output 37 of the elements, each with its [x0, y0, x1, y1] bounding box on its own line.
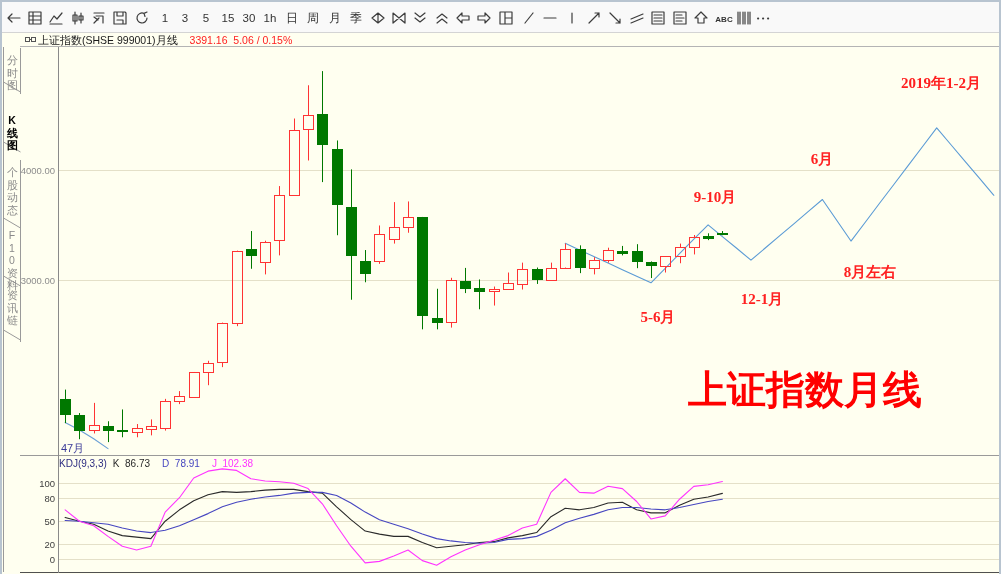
y-tick-label: 20 [44, 539, 55, 550]
text: 个股动态 [5, 166, 18, 216]
text: 30 [242, 12, 256, 24]
text: K线图 [5, 114, 18, 151]
text: 15 [221, 12, 235, 24]
text: ABC [715, 15, 733, 24]
text: 分时图 [6, 54, 18, 91]
annotation: 5-6月 [640, 309, 676, 325]
annotation: 9-10月 [693, 189, 737, 205]
text: 日 [286, 12, 298, 24]
text: 资讯链 [5, 289, 18, 326]
annotation: 8月左右 [843, 264, 897, 280]
text: F10资料 [6, 229, 18, 291]
y-tick-label: 80 [44, 493, 55, 504]
text: 周 [307, 12, 319, 24]
annotation: 上证指数月线 [688, 368, 922, 411]
chart-subtitle: 3391.16 5.06 / 0.15% [189, 34, 293, 46]
text: 1 [161, 12, 169, 24]
chart-title: 上证指数(SHSE 999001)月线 [38, 34, 178, 46]
annotation: 12-1月 [740, 291, 784, 307]
y-tick-label: 0 [49, 554, 55, 565]
y-tick-label: 3000.00 [20, 275, 55, 286]
text: 季 [350, 12, 362, 24]
annotation: 6月 [810, 151, 834, 167]
text: 月 [329, 12, 341, 24]
annotation: 2019年1-2月 [901, 75, 981, 91]
y-tick-label: 100 [39, 478, 55, 489]
annotation: 47月 [61, 442, 85, 454]
text: 3 [181, 12, 189, 24]
text: K 86.73 [112, 458, 151, 469]
y-tick-label: 4000.00 [20, 165, 55, 176]
text: D 78.91 [162, 458, 201, 469]
chart-title: KDJ(9,3,3) [59, 458, 107, 469]
text: 5 [202, 12, 210, 24]
y-tick-label: 50 [44, 516, 55, 527]
text: 1h [263, 12, 277, 24]
series-label: J 102.38 [211, 458, 254, 469]
